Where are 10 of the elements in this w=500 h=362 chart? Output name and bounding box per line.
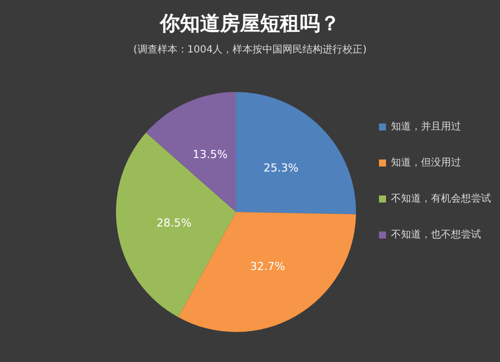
chart-subtitle: (调查样本：1004人，样本按中国网民结构进行校正): [133, 44, 367, 56]
legend-label: 不知道，有机会想尝试: [391, 192, 491, 204]
legend-label: 不知道，也不想尝试: [391, 228, 481, 240]
data-label: 25.3%: [263, 161, 298, 174]
data-label: 13.5%: [192, 148, 228, 162]
legend-label: 知道，并且用过: [391, 120, 461, 132]
chart-title: 你知道房屋短租吗？: [159, 11, 340, 35]
legend-label: 知道，但没用过: [391, 156, 461, 168]
data-label: 28.5%: [156, 216, 192, 230]
data-label: 32.7%: [250, 260, 286, 274]
